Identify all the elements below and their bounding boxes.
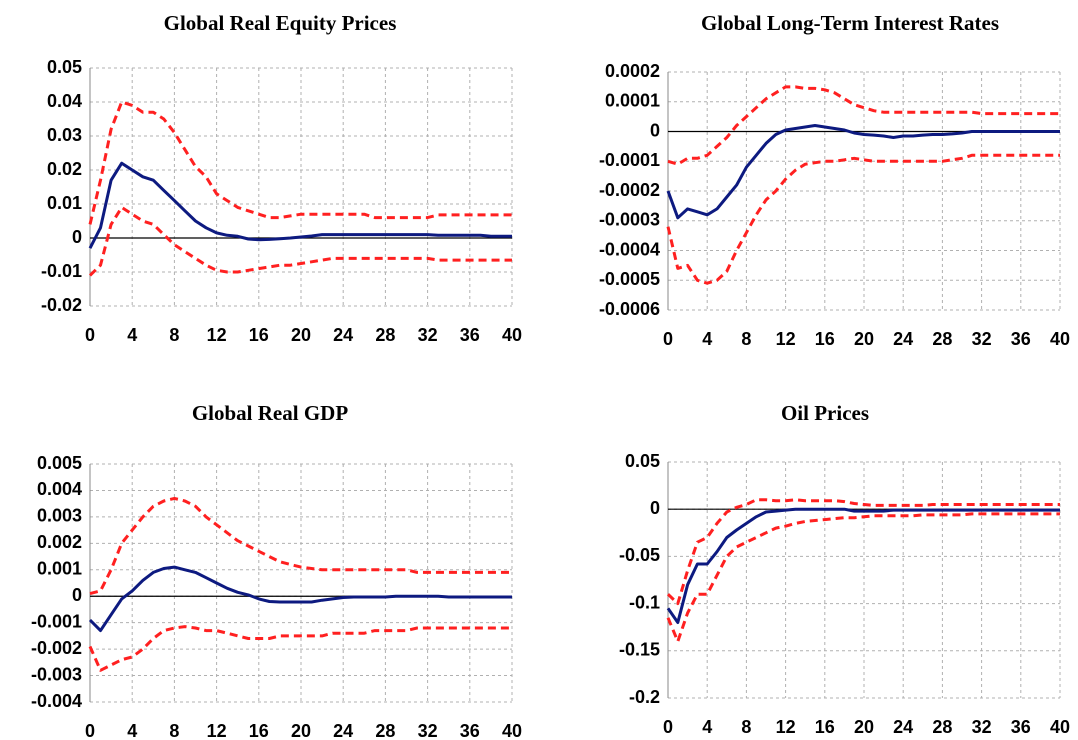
series-line [666,124,1060,220]
x-tick-label: 24 [893,329,913,349]
series-line [89,496,512,596]
y-tick-label: 0.001 [37,559,82,579]
y-tick-label: -0.003 [31,664,82,684]
x-tick-label: 20 [291,325,311,345]
x-tick-label: 0 [663,329,673,349]
x-tick-label: 0 [663,717,673,737]
x-tick-label: 16 [815,329,835,349]
x-tick-label: 28 [932,717,952,737]
x-tick-label: 16 [815,717,835,737]
y-tick-label: -0.0003 [599,210,660,230]
series-line [666,153,1060,285]
x-tick-label: 28 [375,721,395,740]
x-tick-label: 40 [502,721,522,740]
chart-title: Global Real GDP [192,401,349,425]
y-tick-label: -0.0006 [599,299,660,319]
x-tick-label: 32 [972,329,992,349]
x-tick-label: 24 [893,717,913,737]
chart-title: Oil Prices [781,401,869,425]
y-tick-label: 0.002 [37,532,82,552]
x-tick-label: 4 [127,325,137,345]
x-tick-label: 20 [854,329,874,349]
y-tick-label: 0.02 [47,159,82,179]
x-tick-label: 8 [741,329,751,349]
y-tick-label: -0.0005 [599,269,660,289]
y-tick-label: 0.0002 [605,61,660,81]
x-tick-label: 32 [418,325,438,345]
x-tick-label: 16 [249,721,269,740]
series-line [666,507,1060,624]
series-line [88,161,512,249]
y-tick-label: -0.0004 [599,239,660,259]
x-tick-label: 36 [1011,329,1031,349]
x-tick-label: 16 [249,325,269,345]
series-line [88,205,512,277]
series-line [666,512,1060,643]
x-tick-label: 32 [418,721,438,740]
series-line [667,85,1060,166]
y-tick-label: 0 [650,498,660,518]
y-tick-label: 0.004 [37,479,82,499]
x-tick-label: 12 [776,717,796,737]
y-tick-label: 0 [72,227,82,247]
x-tick-label: 28 [932,329,952,349]
x-tick-label: 32 [972,717,992,737]
x-tick-label: 12 [207,325,227,345]
y-tick-label: 0 [72,585,82,605]
chart-title: Global Real Equity Prices [164,11,397,35]
x-tick-label: 40 [502,325,522,345]
series-line [88,625,512,672]
series-line [666,498,1060,606]
x-tick-label: 4 [702,717,712,737]
y-tick-label: 0.05 [625,451,660,471]
y-tick-label: -0.1 [629,592,660,612]
x-tick-label: 8 [741,717,751,737]
x-tick-label: 40 [1050,329,1070,349]
y-tick-label: -0.002 [31,638,82,658]
x-tick-label: 36 [1011,717,1031,737]
y-tick-label: -0.01 [41,261,82,281]
series-line [88,100,512,225]
y-tick-label: 0.0001 [605,91,660,111]
x-tick-label: 4 [702,329,712,349]
y-tick-label: -0.004 [31,691,82,711]
y-tick-label: 0.01 [47,193,82,213]
y-tick-label: 0.03 [47,125,82,145]
x-tick-label: 24 [333,721,353,740]
x-tick-label: 4 [127,721,137,740]
y-tick-label: -0.2 [629,687,660,707]
x-tick-label: 0 [85,721,95,740]
x-tick-label: 12 [207,721,227,740]
x-tick-label: 20 [854,717,874,737]
y-tick-label: -0.0002 [599,180,660,200]
x-tick-label: 20 [291,721,311,740]
y-tick-label: -0.001 [31,611,82,631]
x-tick-label: 40 [1050,717,1070,737]
y-tick-label: 0.003 [37,506,82,526]
x-tick-label: 0 [85,325,95,345]
y-tick-label: 0.04 [47,91,82,111]
x-tick-label: 36 [460,721,480,740]
y-tick-label: 0.05 [47,57,82,77]
y-tick-label: -0.0001 [599,150,660,170]
x-tick-label: 28 [375,325,395,345]
y-tick-label: -0.05 [619,545,660,565]
x-tick-label: 12 [776,329,796,349]
x-tick-label: 24 [333,325,353,345]
y-tick-label: 0 [650,120,660,140]
y-tick-label: 0.005 [37,453,82,473]
chart-title: Global Long-Term Interest Rates [701,11,999,35]
x-tick-label: 8 [169,721,179,740]
x-tick-label: 36 [460,325,480,345]
y-tick-label: -0.15 [619,640,660,660]
x-tick-label: 8 [169,325,179,345]
y-tick-label: -0.02 [41,295,82,315]
series-line [88,565,512,633]
